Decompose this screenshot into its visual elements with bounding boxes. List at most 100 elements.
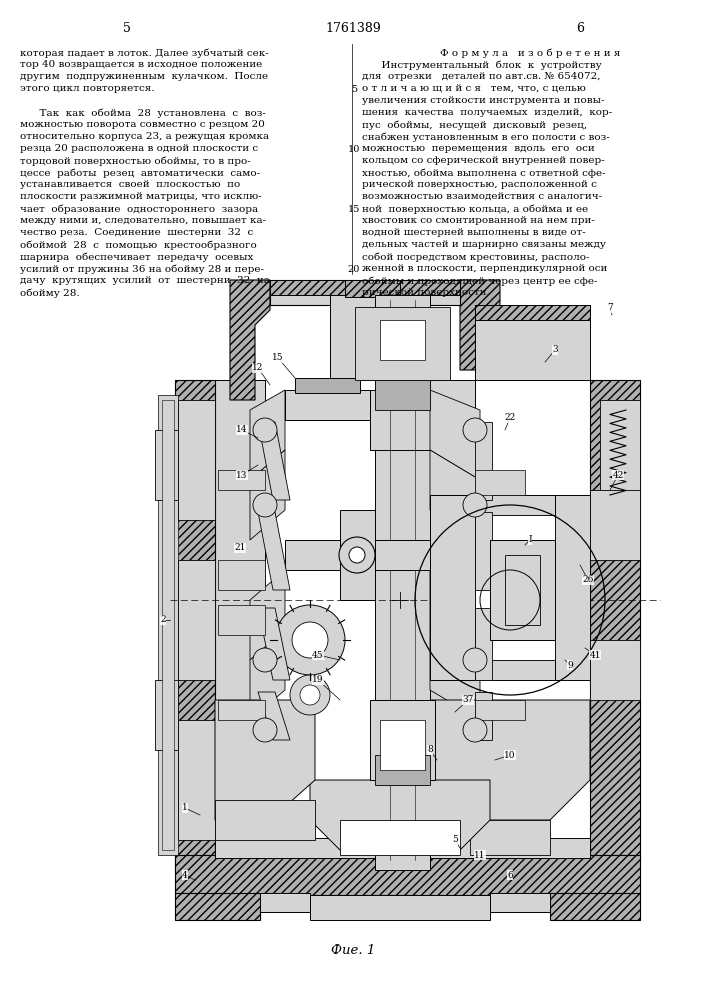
Polygon shape [475, 422, 492, 500]
Polygon shape [475, 700, 525, 720]
Text: 20: 20 [348, 265, 360, 274]
Text: обоймы и проходящей через центр ее сфе-: обоймы и проходящей через центр ее сфе- [362, 276, 597, 286]
Text: можностью поворота совместно с резцом 20: можностью поворота совместно с резцом 20 [20, 120, 265, 129]
Circle shape [463, 718, 487, 742]
Text: собой посредством крестовины, располо-: собой посредством крестовины, располо- [362, 252, 590, 261]
Polygon shape [380, 320, 425, 360]
Text: ной  поверхностью кольца, а обойма и ее: ной поверхностью кольца, а обойма и ее [362, 204, 588, 214]
Text: 10: 10 [504, 750, 515, 760]
Text: хвостовик со смонтированной на нем при-: хвостовик со смонтированной на нем при- [362, 216, 595, 225]
Polygon shape [475, 515, 555, 660]
Polygon shape [258, 422, 290, 500]
Text: водной шестерней выполнены в виде от-: водной шестерней выполнены в виде от- [362, 228, 586, 237]
Polygon shape [340, 510, 375, 600]
Polygon shape [215, 380, 265, 860]
Text: рической поверхностью, расположенной с: рической поверхностью, расположенной с [362, 180, 597, 189]
Polygon shape [230, 280, 270, 400]
Text: пус  обоймы,  несущей  дисковый  резец,: пус обоймы, несущей дисковый резец, [362, 120, 587, 129]
Polygon shape [345, 280, 400, 297]
Text: 2: 2 [160, 615, 166, 624]
Polygon shape [380, 720, 425, 770]
Polygon shape [370, 700, 435, 780]
Polygon shape [258, 692, 290, 740]
Polygon shape [375, 295, 430, 870]
Polygon shape [218, 700, 265, 720]
Text: усилий от пружины 36 на обойму 28 и пере-: усилий от пружины 36 на обойму 28 и пере… [20, 264, 264, 273]
Polygon shape [370, 390, 430, 450]
Text: I: I [528, 536, 532, 544]
Text: Так  как  обойма  28  установлена  с  воз-: Так как обойма 28 установлена с воз- [20, 108, 266, 117]
Text: чает  образование  одностороннего  зазора: чает образование одностороннего зазора [20, 204, 258, 214]
Text: 12: 12 [252, 363, 264, 372]
Polygon shape [250, 390, 285, 480]
Polygon shape [430, 495, 475, 680]
Polygon shape [218, 560, 265, 590]
Polygon shape [555, 495, 590, 680]
Text: для  отрезки   деталей по авт.св. № 654072,: для отрезки деталей по авт.св. № 654072, [362, 72, 600, 81]
Polygon shape [258, 608, 290, 680]
Text: 41: 41 [589, 650, 601, 660]
Text: рической поверхности.: рической поверхности. [362, 288, 490, 297]
Text: 26: 26 [583, 576, 594, 584]
Text: другим  подпружиненным  кулачком.  После: другим подпружиненным кулачком. После [20, 72, 268, 81]
Text: 14: 14 [236, 426, 247, 434]
Polygon shape [490, 540, 555, 640]
Text: увеличения стойкости инструмента и повы-: увеличения стойкости инструмента и повы- [362, 96, 604, 105]
Polygon shape [475, 495, 555, 515]
Circle shape [253, 418, 277, 442]
Circle shape [253, 648, 277, 672]
Polygon shape [475, 608, 492, 680]
Polygon shape [178, 560, 215, 680]
Polygon shape [590, 380, 640, 860]
Text: резца 20 расположена в одной плоскости с: резца 20 расположена в одной плоскости с [20, 144, 258, 153]
Polygon shape [285, 540, 430, 570]
Text: чество реза.  Соединение  шестерни  32  с: чество реза. Соединение шестерни 32 с [20, 228, 253, 237]
Polygon shape [310, 780, 490, 850]
Text: обойму 28.: обойму 28. [20, 288, 80, 298]
Polygon shape [475, 692, 492, 740]
Polygon shape [295, 378, 360, 393]
Polygon shape [178, 400, 215, 520]
Text: дельных частей и шарнирно связаны между: дельных частей и шарнирно связаны между [362, 240, 606, 249]
Circle shape [300, 685, 320, 705]
Polygon shape [215, 700, 315, 820]
Text: 15: 15 [272, 354, 284, 362]
Text: 5: 5 [351, 86, 357, 95]
Polygon shape [475, 470, 525, 495]
Polygon shape [215, 838, 590, 858]
Text: 13: 13 [236, 471, 247, 480]
Text: 7: 7 [607, 304, 613, 312]
Text: женной в плоскости, перпендикулярной оси: женной в плоскости, перпендикулярной оси [362, 264, 607, 273]
Text: этого цикл повторяется.: этого цикл повторяется. [20, 84, 155, 93]
Polygon shape [470, 820, 550, 855]
Circle shape [463, 418, 487, 442]
Text: 5: 5 [452, 836, 458, 844]
Polygon shape [505, 555, 540, 625]
Polygon shape [270, 280, 460, 305]
Polygon shape [430, 380, 475, 860]
Polygon shape [475, 305, 590, 380]
Polygon shape [590, 640, 640, 700]
Polygon shape [375, 755, 430, 785]
Polygon shape [600, 400, 640, 500]
Polygon shape [260, 893, 310, 912]
Polygon shape [162, 400, 174, 850]
Text: 6: 6 [575, 22, 584, 35]
Text: 45: 45 [312, 650, 324, 660]
Text: обоймой  28  с  помощью  крестообразного: обоймой 28 с помощью крестообразного [20, 240, 257, 249]
Polygon shape [285, 390, 370, 420]
Text: плоскости разжимной матрицы, что исклю-: плоскости разжимной матрицы, что исклю- [20, 192, 262, 201]
Text: 1: 1 [182, 804, 188, 812]
Text: 5: 5 [123, 22, 132, 35]
Polygon shape [100, 275, 690, 930]
Text: 6: 6 [507, 870, 513, 880]
Polygon shape [475, 512, 492, 590]
Text: шарнира  обеспечивает  передачу  осевых: шарнира обеспечивает передачу осевых [20, 252, 253, 261]
Polygon shape [475, 305, 590, 320]
Circle shape [290, 675, 330, 715]
Text: 4: 4 [182, 870, 188, 880]
Polygon shape [218, 605, 265, 635]
Text: 3: 3 [552, 346, 558, 355]
Text: Фие. 1: Фие. 1 [331, 944, 375, 956]
Polygon shape [430, 630, 480, 720]
